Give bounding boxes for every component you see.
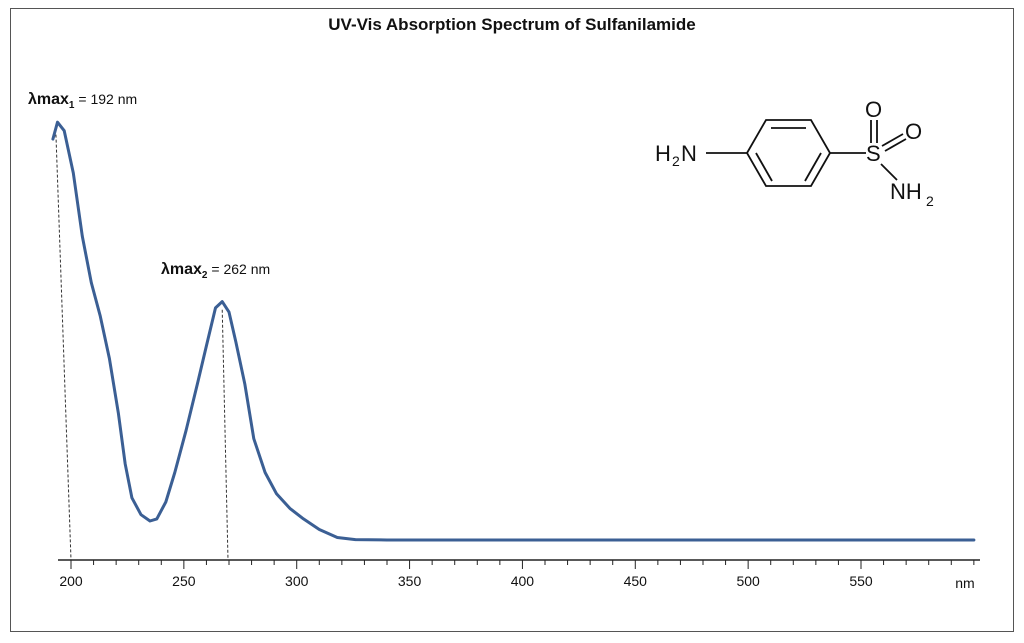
x-axis-ticks bbox=[70, 560, 975, 569]
oxygen-right-label: O bbox=[905, 119, 922, 144]
x-tick-label: 350 bbox=[398, 573, 422, 589]
x-tick-label: 550 bbox=[849, 573, 873, 589]
peak-annotations: λmax1 = 192 nm λmax2 = 262 nm bbox=[28, 91, 270, 281]
x-tick-label: 200 bbox=[59, 573, 83, 589]
x-tick-label: 450 bbox=[624, 573, 648, 589]
peak-guide-line bbox=[221, 309, 229, 561]
peak-guide-lines bbox=[55, 134, 229, 561]
sulfur-label: S bbox=[866, 141, 881, 166]
amine-n-label: N bbox=[681, 141, 697, 166]
x-tick-label: 400 bbox=[511, 573, 535, 589]
oxygen-top-label: O bbox=[865, 97, 882, 122]
molecule-labels: H 2 N S O O NH 2 bbox=[655, 97, 934, 209]
ring-inner-bond-right bbox=[804, 152, 822, 182]
x-tick-label: 300 bbox=[285, 573, 309, 589]
ring-inner-bond-left bbox=[755, 152, 773, 182]
amine-h-label: H bbox=[655, 141, 671, 166]
peak-annotation-label: λmax2 = 262 nm bbox=[161, 261, 270, 281]
bond-s-o-right-b bbox=[884, 138, 907, 152]
x-axis-tick-labels: 200 250 300 350 400 450 500 550 bbox=[59, 573, 873, 589]
peak-annotation-label: λmax1 = 192 nm bbox=[28, 91, 137, 111]
amine-sub-label: 2 bbox=[672, 153, 680, 169]
x-axis-unit-label: nm bbox=[955, 575, 974, 591]
amide-sub-label: 2 bbox=[926, 193, 934, 209]
chart-frame bbox=[10, 8, 1014, 632]
bond-s-n bbox=[880, 163, 898, 181]
amide-nh-label: NH bbox=[890, 179, 922, 204]
sulfanilamide-structure bbox=[706, 119, 907, 187]
chart-title: UV-Vis Absorption Spectrum of Sulfanilam… bbox=[328, 15, 696, 34]
benzene-ring bbox=[745, 119, 832, 187]
x-tick-label: 500 bbox=[736, 573, 760, 589]
peak-guide-line bbox=[55, 134, 72, 561]
bond-s-o-right-a bbox=[881, 133, 904, 147]
absorption-curve bbox=[51, 120, 976, 542]
x-tick-label: 250 bbox=[172, 573, 196, 589]
